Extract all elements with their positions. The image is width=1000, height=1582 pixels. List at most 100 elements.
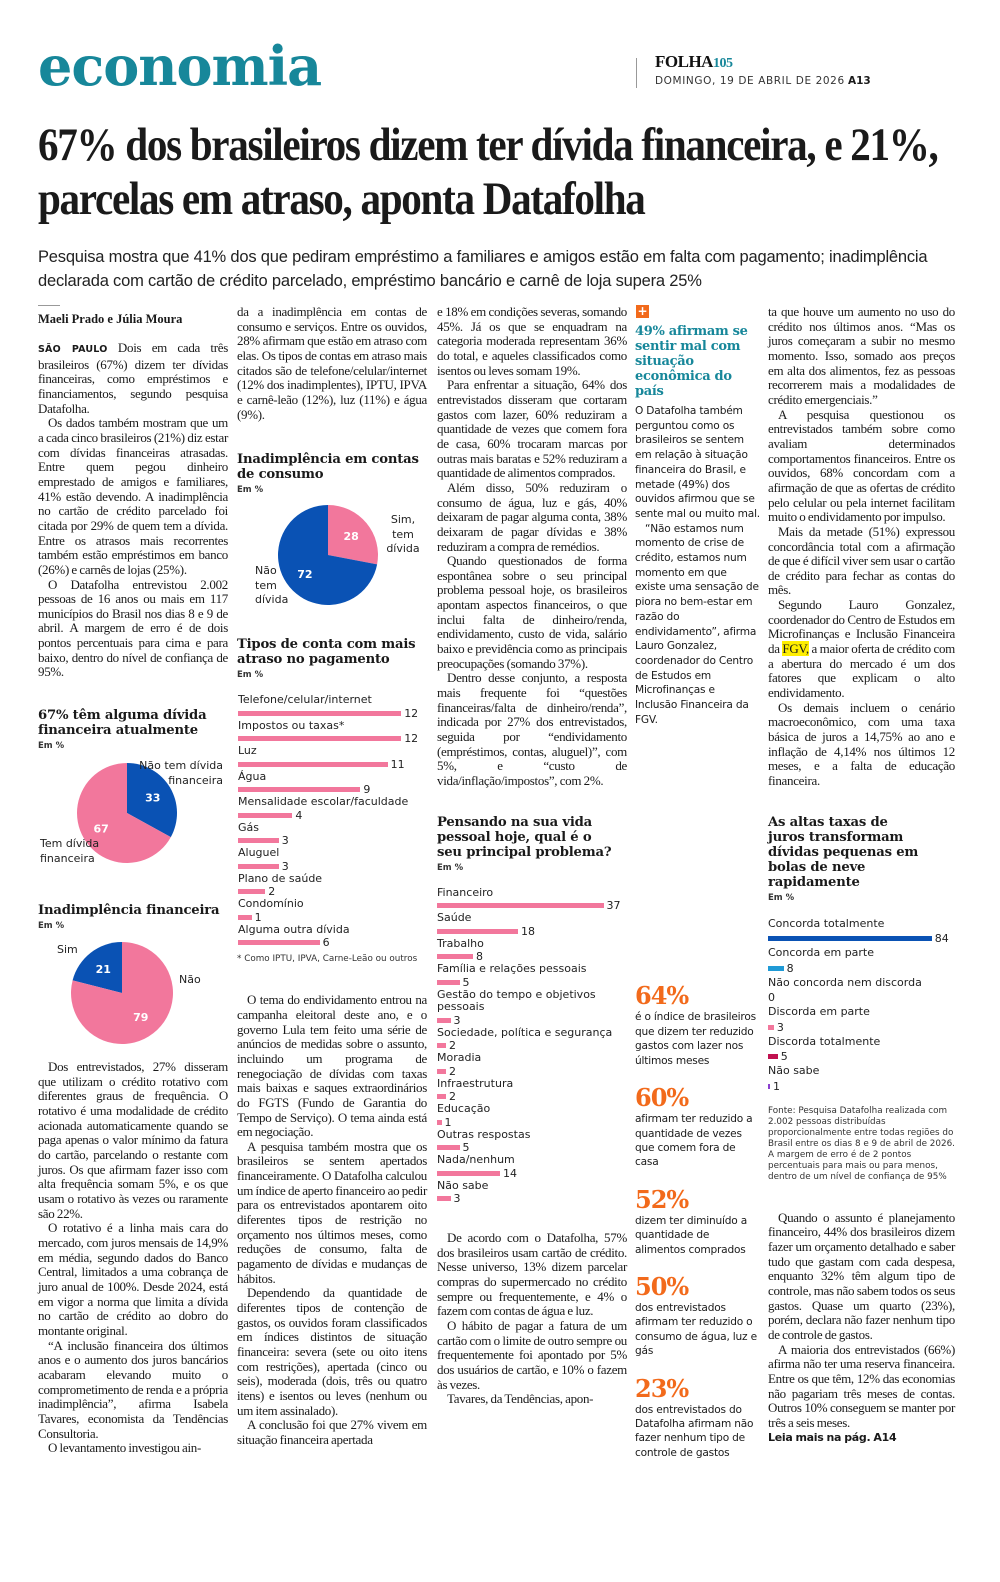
bar [238,812,293,818]
bar-value-label: 1 [444,1115,452,1129]
pie-slice [72,942,122,994]
bar-row: Impostos ou taxas* 12 [238,718,427,746]
paragraph: Tavares, da Tendências, apon- [447,1391,594,1407]
highlighted-text: FGV, [782,641,809,657]
bar-label: Moradia [437,1051,482,1065]
bar-chart-main-problem: Financeiro 37 Saúde 18 Trabalho 8 Família e re… [437,886,627,1205]
pie-slice [71,942,173,1045]
bar-label: Impostos ou taxas* [238,718,345,732]
bar-label: Outras respostas [437,1127,531,1141]
pie-label: Não tem dívida financeira [139,759,223,787]
bar [238,787,361,793]
sidebar-body: O Datafolha também perguntou como os bra… [635,404,760,727]
bar [238,863,279,869]
stat-value: 64% [635,981,689,1011]
stat-item: 23% dos entrevistados do Datafolha afirma… [635,1374,760,1461]
bar-value-label: 18 [521,924,535,938]
bar-row: Gás 3 [238,821,427,847]
divider [636,58,637,88]
bar [437,979,460,985]
article-col2-top: da a inadimplência em contas de consumo … [237,304,427,422]
chart-title: Pensando na sua vida pessoal hoje, qual … [437,814,612,860]
article-col3-top: e 18% em condições severas, somando 45%.… [437,304,627,789]
bar-row: Trabalho 8 [437,936,627,963]
chart-unit: Em % [237,485,264,496]
paragraph: De acordo com o Datafolha, 57% dos brasi… [437,1230,627,1319]
bar-row: Concorda totalmente 84 [768,917,955,947]
pie-label: Tem dívida financeira [40,837,100,865]
bar [437,1094,446,1100]
bar-row: Condomínio 1 [238,898,427,924]
bar-value-label: 12 [404,732,419,746]
bar-value-label: 5 [462,975,470,989]
read-more-link[interactable]: Leia mais na pág. A14 [768,1430,897,1444]
bar-value-label: 2 [449,1039,456,1053]
byline: Maeli Prado e Júlia Moura [38,312,183,326]
paragraph-text: a maior oferta de crédito com a abertura… [768,641,955,701]
chart-title: 67% têm alguma dívida financeira atualme… [38,708,207,739]
article: 67% dos brasileiros dizem ter dívida fin… [38,118,968,1500]
bar-value-label: 0 [768,991,775,1005]
paragraph-text: Segundo Lauro Gonzalez, coordenador do C… [768,597,955,657]
chart-title: As altas taxas de juros transformam dívi… [768,814,919,890]
chart-unit: Em % [768,892,795,903]
bar-label: Mensalidade escolar/faculdade [238,795,409,809]
bar-value-label: 3 [776,1020,784,1034]
paragraph: A conclusão foi que 27% vivem em situaçã… [237,1417,427,1447]
chart-main-problem: Pensando na sua vida pessoal hoje, qual … [437,814,627,1205]
pie-slice [278,505,378,606]
article-col1-top: SÃO PAULO Dois em cada três brasileiros … [38,340,228,680]
newspaper-logo: FOLHA105 [655,52,733,72]
headline-wrapper: 67% dos brasileiros dizem ter dívida fin… [38,118,968,228]
bar-label: Família e relações pessoais [437,962,587,976]
paragraph: Quando questionados de forma espontânea … [437,553,627,671]
paragraph: Mais da metade (51%) expressou concordân… [768,523,955,598]
pie-area: 21 79 Sim Não [38,931,228,1056]
chart-bills: Inadimplência em contas de consumo Em % … [237,452,427,617]
bar-row: Aluguel 3 [238,847,427,873]
article-col1-bottom: Dos entrevistados, 27% disseram que util… [38,1059,228,1456]
paragraph: Para enfrentar a situação, 64% dos entre… [437,377,627,481]
bar [238,736,402,742]
bar-label: Trabalho [437,936,484,950]
paragraph: “A inclusão financeira dos últimos anos … [38,1337,228,1441]
bar-row: Concorda em parte 8 [768,946,955,976]
article-col3-bottom: De acordo com o Datafolha, 57% dos brasi… [437,1230,627,1407]
bar-row: Sociedade, política e segurança 2 [437,1026,627,1053]
bar-row: Não sabe 1 [768,1064,955,1094]
bar-label: Telefone/celular/internet [238,693,372,707]
stat-item: 52% dizem ter diminuído a quantidade de a… [635,1185,760,1257]
bar-value-label: 5 [462,1141,470,1155]
pie-label: Não [179,973,201,987]
bar-label: Aluguel [238,846,280,860]
pie-slice [328,505,378,565]
bar-row: Discorda em parte 3 [768,1005,955,1035]
bar-chart-interest: Concorda totalmente 84 Concorda em parte 8 N… [768,917,955,1094]
chart-unit: Em % [38,741,65,752]
bar-row: Não sabe 3 [437,1179,627,1205]
bar [437,1170,500,1176]
bar [437,954,473,960]
bar-value-label: 2 [449,1064,456,1078]
paragraph: Dependendo da quantidade de diferentes t… [237,1285,427,1418]
paragraph: e 18% em condições severas, somando 45%.… [437,304,627,378]
bar-label: Plano de saúde [238,871,323,885]
byline-rule [38,305,60,306]
bar [768,1054,778,1060]
paragraph: SÃO PAULO Dois em cada três brasileiros … [38,340,228,416]
stat-text: dos entrevistados afirmam ter reduzido o… [635,1301,757,1358]
chart-title: Inadimplência em contas de consumo [237,452,419,483]
bar-row: Mensalidade escolar/faculdade 4 [238,796,427,822]
bar-row: Infraestrutura 2 [437,1077,627,1104]
paragraph: “Não estamos num momento de crise de cré… [635,522,759,726]
paragraph: Segundo Lauro Gonzalez, coordenador do C… [768,597,955,701]
pie-slice [127,763,177,838]
bar-value-label: 2 [449,1090,456,1104]
column-2: da a inadimplência em contas de consumo … [237,304,427,1448]
sidebar-title: 49% afirmam se sentir mal com situação e… [635,324,748,399]
bar-label: Concorda em parte [768,946,875,960]
bar [238,940,320,946]
bar-label: Não concorda nem discorda [768,975,922,989]
brand-name: FOLHA [655,52,713,71]
bar-label: Luz [238,744,257,758]
